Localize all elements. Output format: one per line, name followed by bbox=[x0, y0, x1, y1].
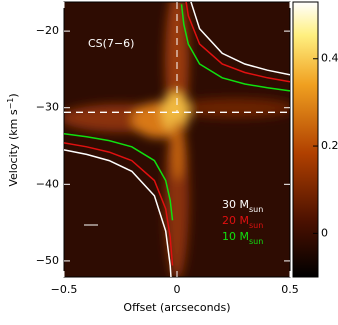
y-label-sup: −1 bbox=[6, 98, 15, 110]
legend-entry: 20 Msun bbox=[222, 214, 263, 230]
legend-entry: 30 Msun bbox=[222, 198, 263, 214]
y-tick-label: −50 bbox=[36, 254, 59, 267]
y-tick-label: −30 bbox=[36, 101, 59, 114]
y-tick-label: −40 bbox=[36, 177, 59, 190]
annotation: CS(7−6) bbox=[88, 37, 134, 50]
model-curve bbox=[64, 4, 290, 221]
y-tick-label: −20 bbox=[36, 24, 59, 37]
colorbar-tick-label: 0.2 bbox=[321, 139, 338, 152]
model-curve bbox=[64, 2, 290, 277]
plot-layer bbox=[64, 2, 290, 277]
x-axis-label: Offset (arcseconds) bbox=[123, 301, 230, 314]
colorbar-tick-label: 0 bbox=[321, 226, 328, 239]
legend-subscript: sun bbox=[249, 237, 263, 246]
x-tick-label: −0.5 bbox=[51, 283, 78, 296]
legend-name: 10 M bbox=[222, 230, 249, 243]
colorbar-tick-label: 0.4 bbox=[321, 52, 338, 65]
y-axis-label: Velocity (km s−1) bbox=[6, 93, 21, 186]
x-tick-label: 0 bbox=[174, 283, 181, 296]
legend-name: 20 M bbox=[222, 214, 249, 227]
model-curve bbox=[64, 2, 290, 266]
y-label-text: Velocity (km s bbox=[7, 109, 20, 187]
legend-subscript: sun bbox=[249, 221, 263, 230]
colorbar bbox=[292, 1, 319, 278]
y-label-end: ) bbox=[7, 93, 20, 97]
legend-entry: 10 Msun bbox=[222, 230, 263, 246]
legend-name: 30 M bbox=[222, 198, 249, 211]
x-tick-label: 0.5 bbox=[281, 283, 299, 296]
legend-subscript: sun bbox=[249, 205, 263, 214]
